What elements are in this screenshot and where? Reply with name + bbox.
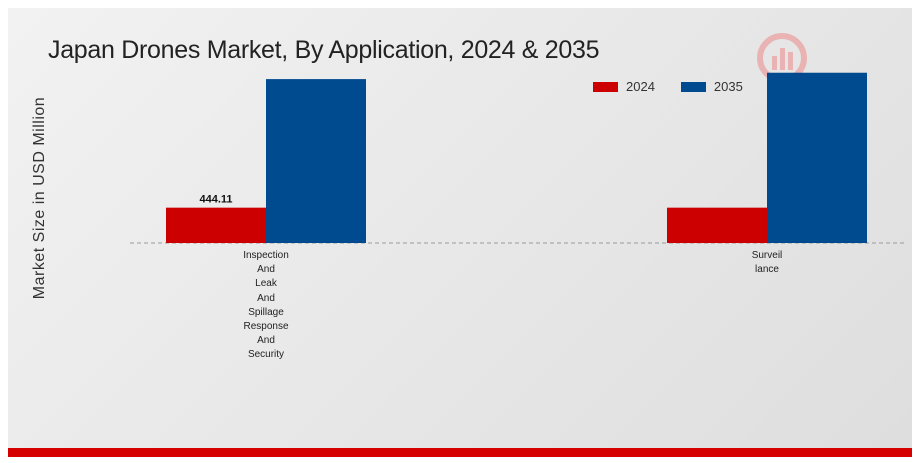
- data-label: 444.11: [199, 194, 232, 206]
- chart-title: Japan Drones Market, By Application, 202…: [48, 36, 600, 64]
- bar-2035-surveillance: [767, 72, 867, 243]
- bottom-accent-bar: [8, 448, 912, 457]
- bar-2024-inspection: [166, 207, 266, 243]
- category-label: Surveil lance: [751, 250, 783, 276]
- legend: 2024 2035: [593, 79, 769, 94]
- legend-swatch-2024: [593, 81, 618, 92]
- legend-label-2024: 2024: [626, 79, 655, 94]
- bar-2035-inspection: [266, 79, 366, 244]
- legend-label-2035: 2035: [713, 79, 743, 94]
- legend-item-2035: 2035: [680, 79, 743, 94]
- legend-item-2024: 2024: [593, 79, 655, 94]
- bar-2024-surveillance: [667, 207, 767, 243]
- category-label: Inspection And Leak And Spillage Respons…: [243, 250, 289, 361]
- legend-swatch-2035: [680, 81, 706, 92]
